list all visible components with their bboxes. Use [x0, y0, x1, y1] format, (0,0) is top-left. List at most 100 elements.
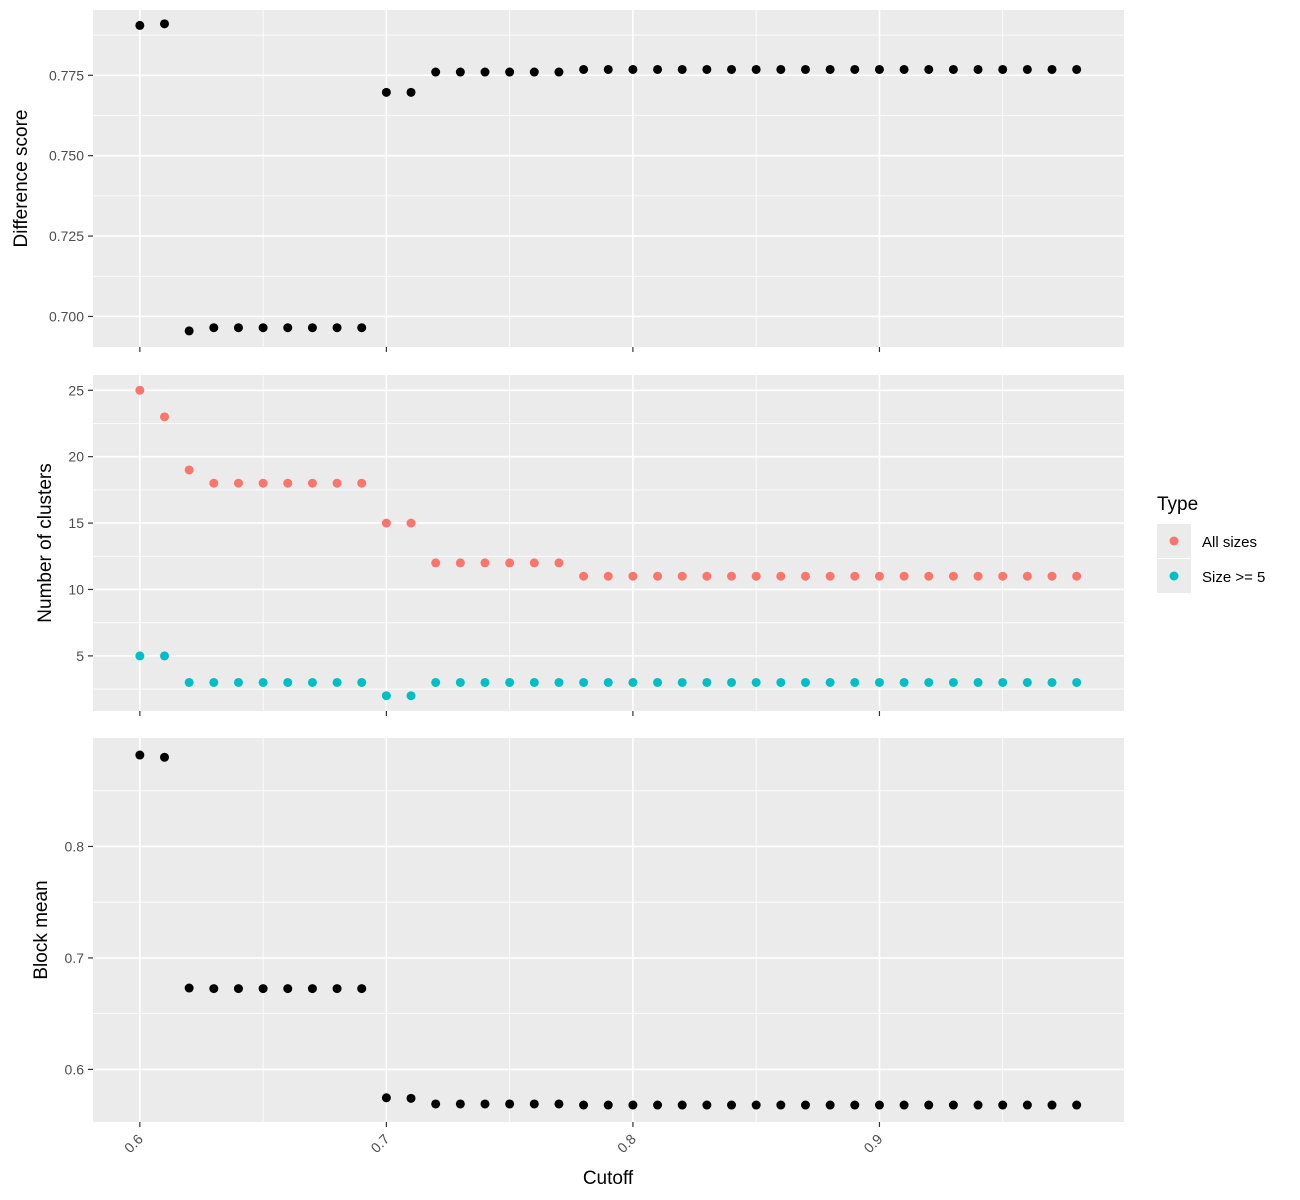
data-point — [874, 1100, 884, 1110]
data-point — [283, 478, 293, 488]
data-point — [998, 677, 1008, 687]
data-point — [1047, 64, 1057, 74]
data-point — [431, 1099, 441, 1109]
data-point — [184, 465, 194, 475]
data-point — [233, 677, 243, 687]
data-point — [825, 1100, 835, 1110]
data-point — [209, 984, 219, 994]
legend: Type All sizes Size >= 5 — [1157, 494, 1265, 593]
data-point — [850, 571, 860, 581]
data-point — [653, 571, 663, 581]
data-point — [159, 412, 169, 422]
data-point — [332, 677, 342, 687]
y-tick-label: 0.8 — [65, 838, 85, 854]
data-point — [233, 984, 243, 994]
data-point — [357, 984, 367, 994]
data-point — [135, 750, 145, 760]
y-tick-label: 0.725 — [49, 228, 84, 244]
data-point — [825, 571, 835, 581]
data-point — [825, 64, 835, 74]
y-tick-label: 20 — [68, 449, 84, 465]
series-2 — [135, 651, 1082, 701]
data-point — [233, 478, 243, 488]
data-point — [948, 64, 958, 74]
data-point — [283, 323, 293, 333]
data-point — [381, 87, 391, 97]
data-point — [776, 64, 786, 74]
data-point — [332, 323, 342, 333]
data-point — [159, 651, 169, 661]
data-point — [727, 571, 737, 581]
data-point — [924, 571, 934, 581]
data-point — [603, 64, 613, 74]
panel-3: 0.6 0.7 0.8 Block mean 0.6 0.7 0.8 0.9 — [31, 738, 1124, 1156]
data-point — [184, 983, 194, 993]
data-point — [677, 677, 687, 687]
data-point — [998, 64, 1008, 74]
data-point — [307, 323, 317, 333]
data-point — [529, 558, 539, 568]
data-point — [159, 752, 169, 762]
legend-title: Type — [1157, 494, 1198, 515]
data-point — [653, 64, 663, 74]
data-point — [579, 1100, 589, 1110]
data-point — [406, 691, 416, 701]
series-1 — [135, 385, 1082, 581]
data-point — [529, 1099, 539, 1109]
data-point — [702, 64, 712, 74]
data-point — [800, 677, 810, 687]
data-point — [874, 677, 884, 687]
data-point — [874, 64, 884, 74]
data-point — [874, 571, 884, 581]
data-point — [1022, 571, 1032, 581]
y-tick-label: 0.6 — [65, 1061, 85, 1077]
data-point — [924, 64, 934, 74]
data-point — [258, 478, 268, 488]
data-point — [455, 67, 465, 77]
data-point — [209, 478, 219, 488]
data-point — [480, 1099, 490, 1109]
data-point — [1072, 571, 1082, 581]
data-point — [727, 677, 737, 687]
panel-background — [93, 738, 1124, 1122]
panel-background — [93, 10, 1124, 347]
y-tick-label: 10 — [68, 581, 84, 597]
data-point — [505, 1099, 515, 1109]
data-point — [998, 571, 1008, 581]
data-point — [505, 558, 515, 568]
data-point — [800, 64, 810, 74]
data-point — [1022, 677, 1032, 687]
data-point — [554, 558, 564, 568]
data-point — [406, 1093, 416, 1103]
y-tick-label: 0.775 — [49, 67, 84, 83]
data-point — [1022, 1100, 1032, 1110]
data-point — [850, 1100, 860, 1110]
data-point — [973, 1100, 983, 1110]
x-tick-label: 0.9 — [860, 1131, 885, 1156]
data-point — [850, 677, 860, 687]
y-tick-label: 15 — [68, 515, 84, 531]
data-point — [554, 677, 564, 687]
data-point — [209, 323, 219, 333]
data-point — [135, 651, 145, 661]
data-point — [776, 1100, 786, 1110]
data-point — [899, 677, 909, 687]
panel-2: 5 10 15 20 25 Number of clusters — [35, 375, 1124, 716]
data-point — [579, 571, 589, 581]
data-point — [800, 1100, 810, 1110]
data-point — [357, 478, 367, 488]
data-point — [899, 571, 909, 581]
series-1 — [135, 19, 1082, 336]
data-point — [1047, 1100, 1057, 1110]
x-axis-title: Cutoff — [583, 1168, 634, 1189]
data-point — [455, 1099, 465, 1109]
data-point — [159, 19, 169, 29]
data-point — [603, 571, 613, 581]
data-point — [283, 984, 293, 994]
data-point — [1047, 571, 1057, 581]
data-point — [948, 677, 958, 687]
data-point — [135, 385, 145, 395]
y-tick-label: 0.750 — [49, 148, 84, 164]
data-point — [603, 677, 613, 687]
